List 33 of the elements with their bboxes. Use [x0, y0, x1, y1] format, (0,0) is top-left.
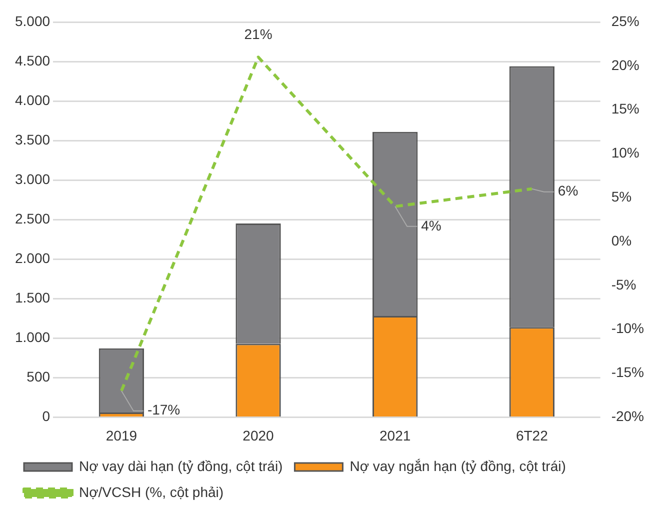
y2-tick-label: -20% [611, 408, 644, 424]
data-label: 4% [421, 217, 442, 234]
x-tick-label: 2020 [242, 427, 274, 444]
y-tick-label: 1.500 [14, 290, 50, 306]
legend-label: Nợ vay ngắn hạn (tỷ đồng, cột trái) [350, 458, 566, 474]
line-series [120, 56, 534, 392]
data-label: -17% [147, 402, 180, 418]
x-tick-label: 2019 [106, 427, 138, 444]
x-tick-label: 2021 [380, 427, 411, 444]
y-tick-label: 4.000 [14, 92, 50, 108]
y2-tick-label: 5% [611, 188, 632, 205]
y-tick-label: 4.500 [14, 52, 50, 68]
y-tick-label: 2.000 [14, 250, 50, 266]
y2-tick-label: -10% [611, 320, 644, 336]
y2-tick-label: 20% [611, 56, 640, 73]
data-label: 6% [558, 182, 578, 199]
y-tick-label: 500 [26, 368, 50, 385]
y2-tick-label: 25% [611, 12, 640, 29]
y2-tick-label: -15% [611, 364, 644, 380]
y-tick-label: 3.000 [14, 170, 50, 187]
y-tick-label: 5.000 [14, 12, 50, 29]
y-tick-label: 0 [42, 408, 50, 424]
legend-label: Nợ/VCSH (%, cột phải) [79, 484, 224, 500]
data-label: 21% [244, 26, 272, 42]
y-tick-label: 2.500 [14, 210, 50, 226]
y2-tick-label: 0% [611, 232, 632, 248]
y-tick-label: 1.000 [14, 329, 50, 346]
x-tick-label: 6T22 [516, 427, 548, 444]
legend-label: Nợ vay dài hạn (tỷ đồng, cột trái) [79, 458, 283, 474]
y2-tick-label: 10% [611, 144, 640, 161]
y-tick-label: 3.500 [14, 131, 50, 148]
y2-tick-label: 15% [611, 100, 640, 117]
y2-tick-label: -5% [611, 276, 636, 292]
